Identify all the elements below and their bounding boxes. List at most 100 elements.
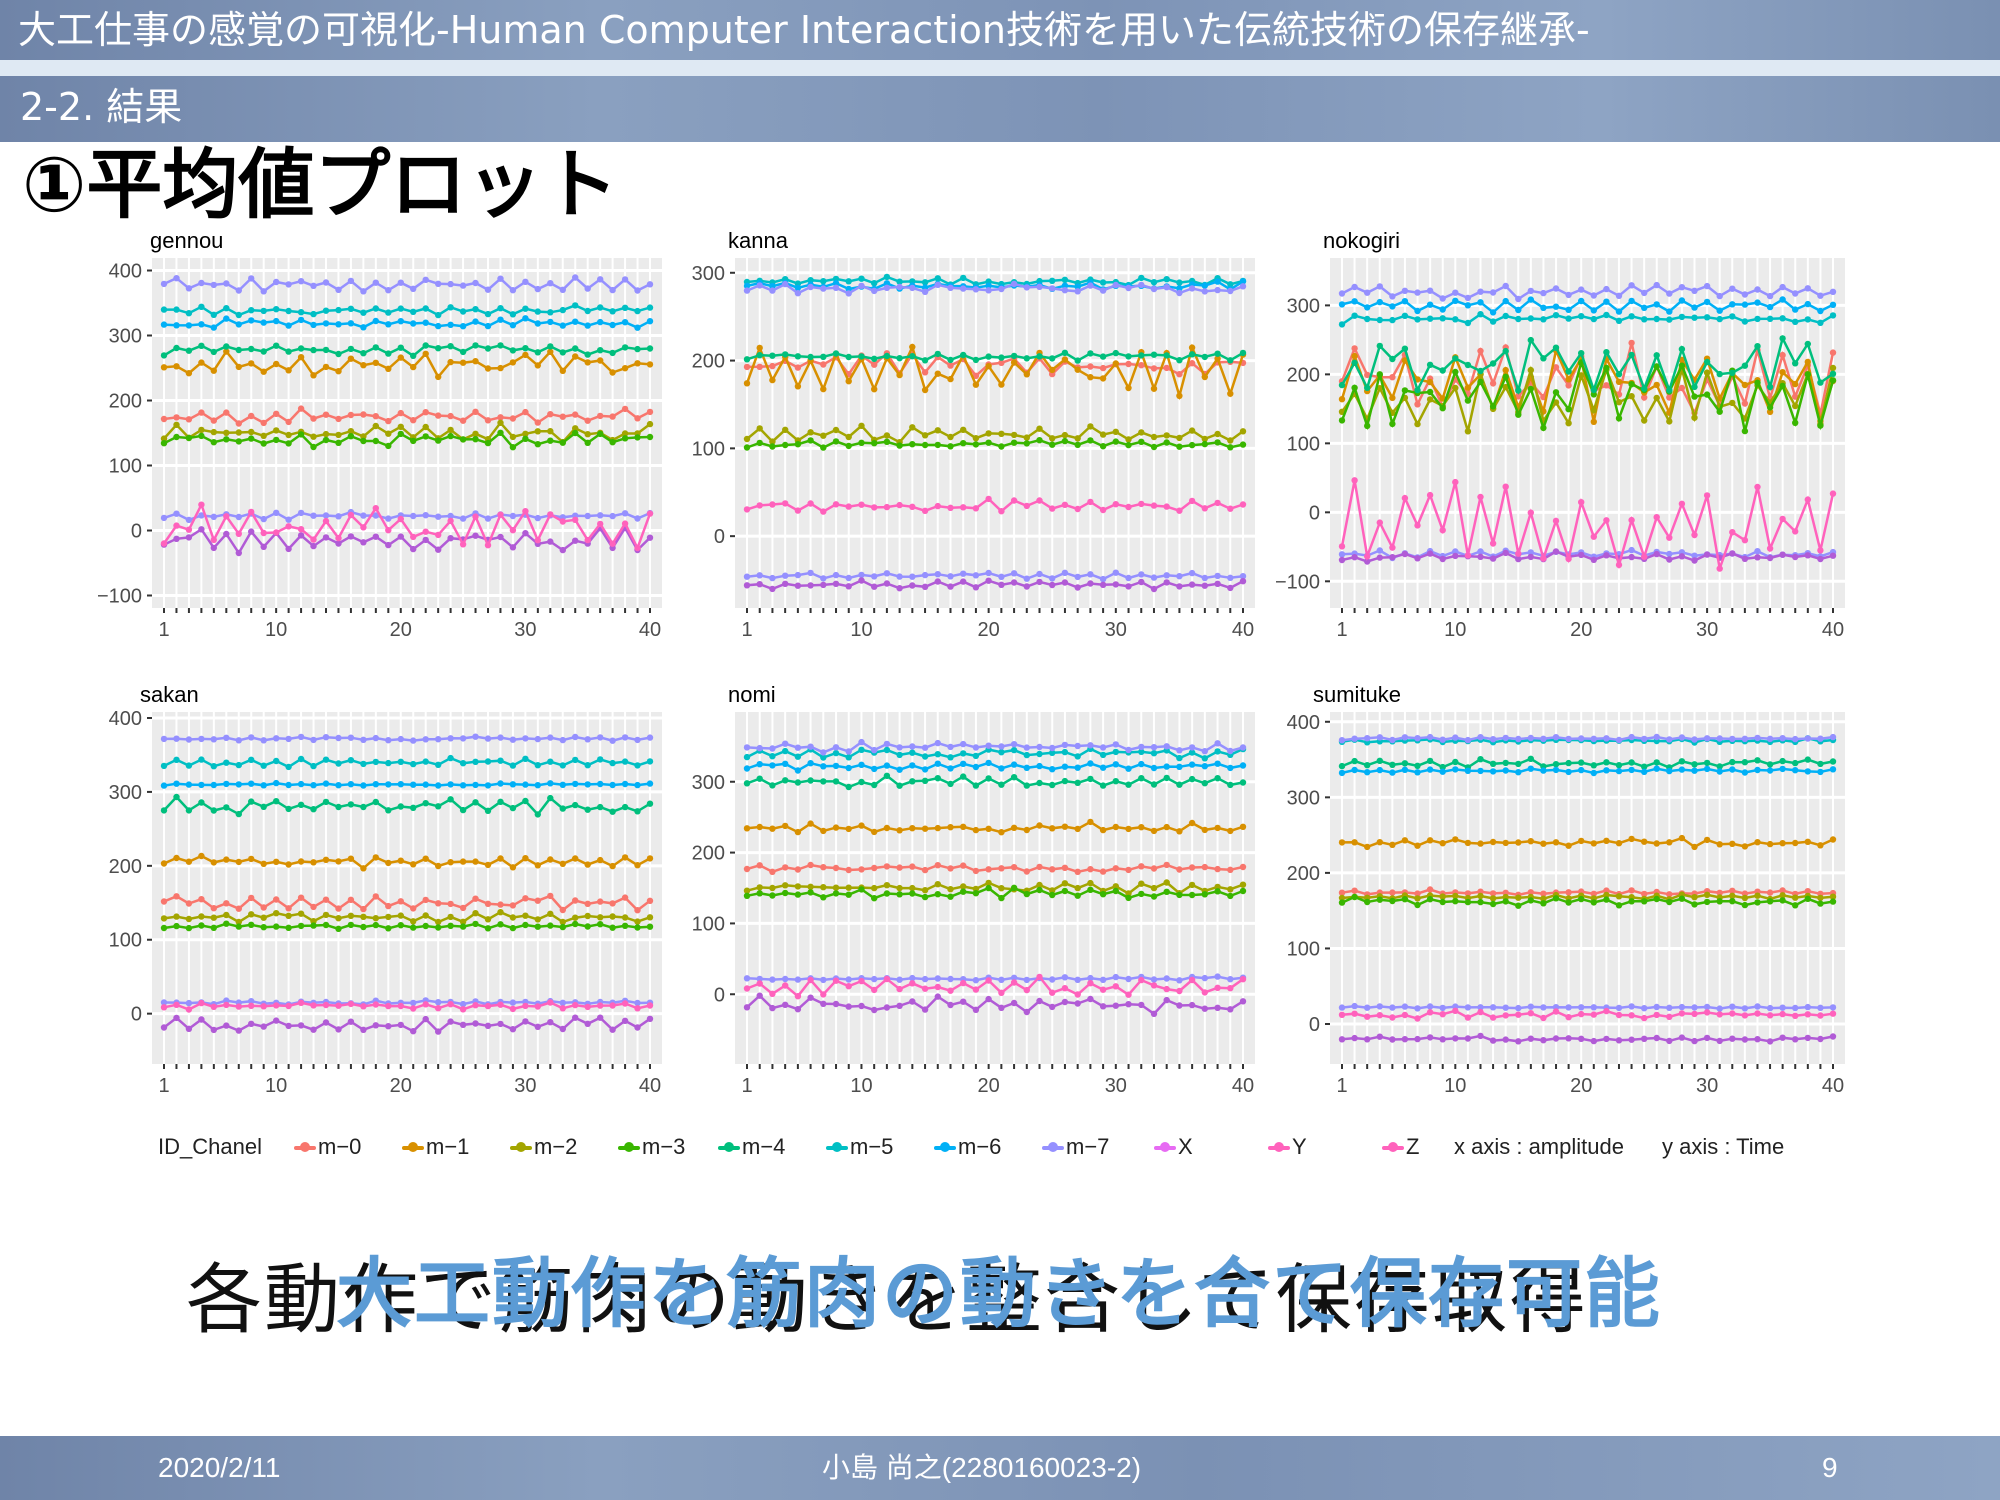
data-point — [1779, 315, 1786, 322]
data-point — [1615, 840, 1623, 847]
legend-label: m−1 — [426, 1134, 470, 1159]
data-point — [921, 432, 929, 439]
data-point — [871, 573, 878, 580]
data-point — [646, 1015, 654, 1022]
data-point — [1641, 394, 1648, 401]
data-point — [909, 582, 916, 589]
data-point — [223, 348, 230, 355]
data-point — [547, 348, 554, 355]
data-point — [832, 778, 840, 785]
data-point — [1615, 378, 1623, 385]
data-point — [972, 826, 980, 834]
data-point — [858, 422, 865, 429]
data-point — [896, 884, 903, 892]
data-point — [1338, 1011, 1346, 1018]
data-point — [1716, 768, 1723, 775]
data-point — [210, 439, 217, 446]
data-point — [794, 779, 802, 786]
data-point — [832, 890, 840, 897]
data-point — [1691, 552, 1698, 559]
series-line-m−6 — [163, 316, 651, 330]
data-point — [1766, 554, 1774, 562]
data-point — [547, 780, 554, 787]
data-point — [646, 897, 654, 904]
data-point — [1515, 1011, 1522, 1018]
data-point — [260, 737, 267, 744]
chart-title: nokogiri — [1323, 228, 1400, 253]
data-point — [1603, 1035, 1610, 1043]
data-point — [998, 829, 1005, 836]
series-line-X — [1341, 548, 1834, 560]
data-point — [335, 803, 342, 811]
data-point — [335, 782, 342, 789]
data-point — [1741, 843, 1749, 850]
data-point — [1087, 818, 1094, 826]
data-point — [1628, 297, 1635, 305]
data-point — [1489, 540, 1497, 547]
data-point — [934, 275, 941, 282]
data-point — [372, 512, 379, 519]
data-point — [858, 353, 865, 360]
data-point — [1489, 768, 1497, 775]
data-point — [397, 344, 404, 351]
data-point — [921, 386, 929, 394]
x-tick-label: 1 — [1336, 1075, 1347, 1097]
data-point — [335, 534, 342, 542]
data-point — [1527, 509, 1535, 516]
data-point — [1703, 1009, 1711, 1016]
data-point — [1552, 344, 1560, 351]
data-point — [1138, 743, 1145, 751]
data-point — [235, 810, 242, 818]
data-point — [1578, 499, 1585, 506]
data-point — [534, 762, 541, 769]
data-point — [998, 781, 1005, 788]
data-point — [1792, 290, 1799, 297]
data-point — [743, 582, 751, 589]
data-point — [522, 278, 529, 285]
data-point — [484, 310, 492, 318]
data-point — [1729, 399, 1736, 407]
data-point — [1578, 297, 1585, 305]
data-point — [322, 534, 330, 541]
data-point — [1515, 760, 1522, 768]
data-point — [1338, 417, 1346, 424]
data-point — [1201, 763, 1209, 770]
x-tick-label: 30 — [1696, 619, 1718, 641]
data-point — [934, 578, 941, 585]
data-point — [1653, 281, 1660, 289]
data-point — [297, 431, 305, 438]
data-point — [447, 735, 454, 742]
data-point — [1578, 895, 1585, 903]
data-point — [1703, 759, 1711, 767]
data-point — [385, 925, 392, 932]
data-point — [1628, 339, 1635, 347]
data-point — [832, 824, 840, 831]
data-point — [646, 923, 654, 930]
data-point — [260, 288, 267, 295]
data-point — [1099, 279, 1107, 286]
data-point — [360, 865, 367, 872]
data-point — [1552, 734, 1560, 741]
data-point — [322, 756, 330, 763]
data-point — [1817, 760, 1824, 768]
legend-label: m−2 — [534, 1134, 578, 1159]
data-point — [1364, 1004, 1371, 1011]
data-point — [1578, 551, 1585, 559]
data-point — [871, 864, 878, 872]
data-point — [1540, 735, 1547, 742]
data-point — [1138, 890, 1145, 898]
data-point — [1376, 757, 1384, 764]
data-point — [360, 913, 367, 920]
data-point — [160, 352, 168, 359]
data-point — [185, 1006, 193, 1013]
data-point — [1552, 303, 1560, 310]
data-point — [185, 924, 193, 932]
data-point — [385, 350, 392, 357]
data-point — [1074, 892, 1081, 899]
data-point — [1477, 548, 1484, 555]
data-point — [743, 282, 751, 290]
data-point — [1087, 437, 1094, 444]
data-point — [1338, 769, 1346, 777]
data-point — [1578, 313, 1585, 320]
data-point — [1125, 503, 1132, 511]
